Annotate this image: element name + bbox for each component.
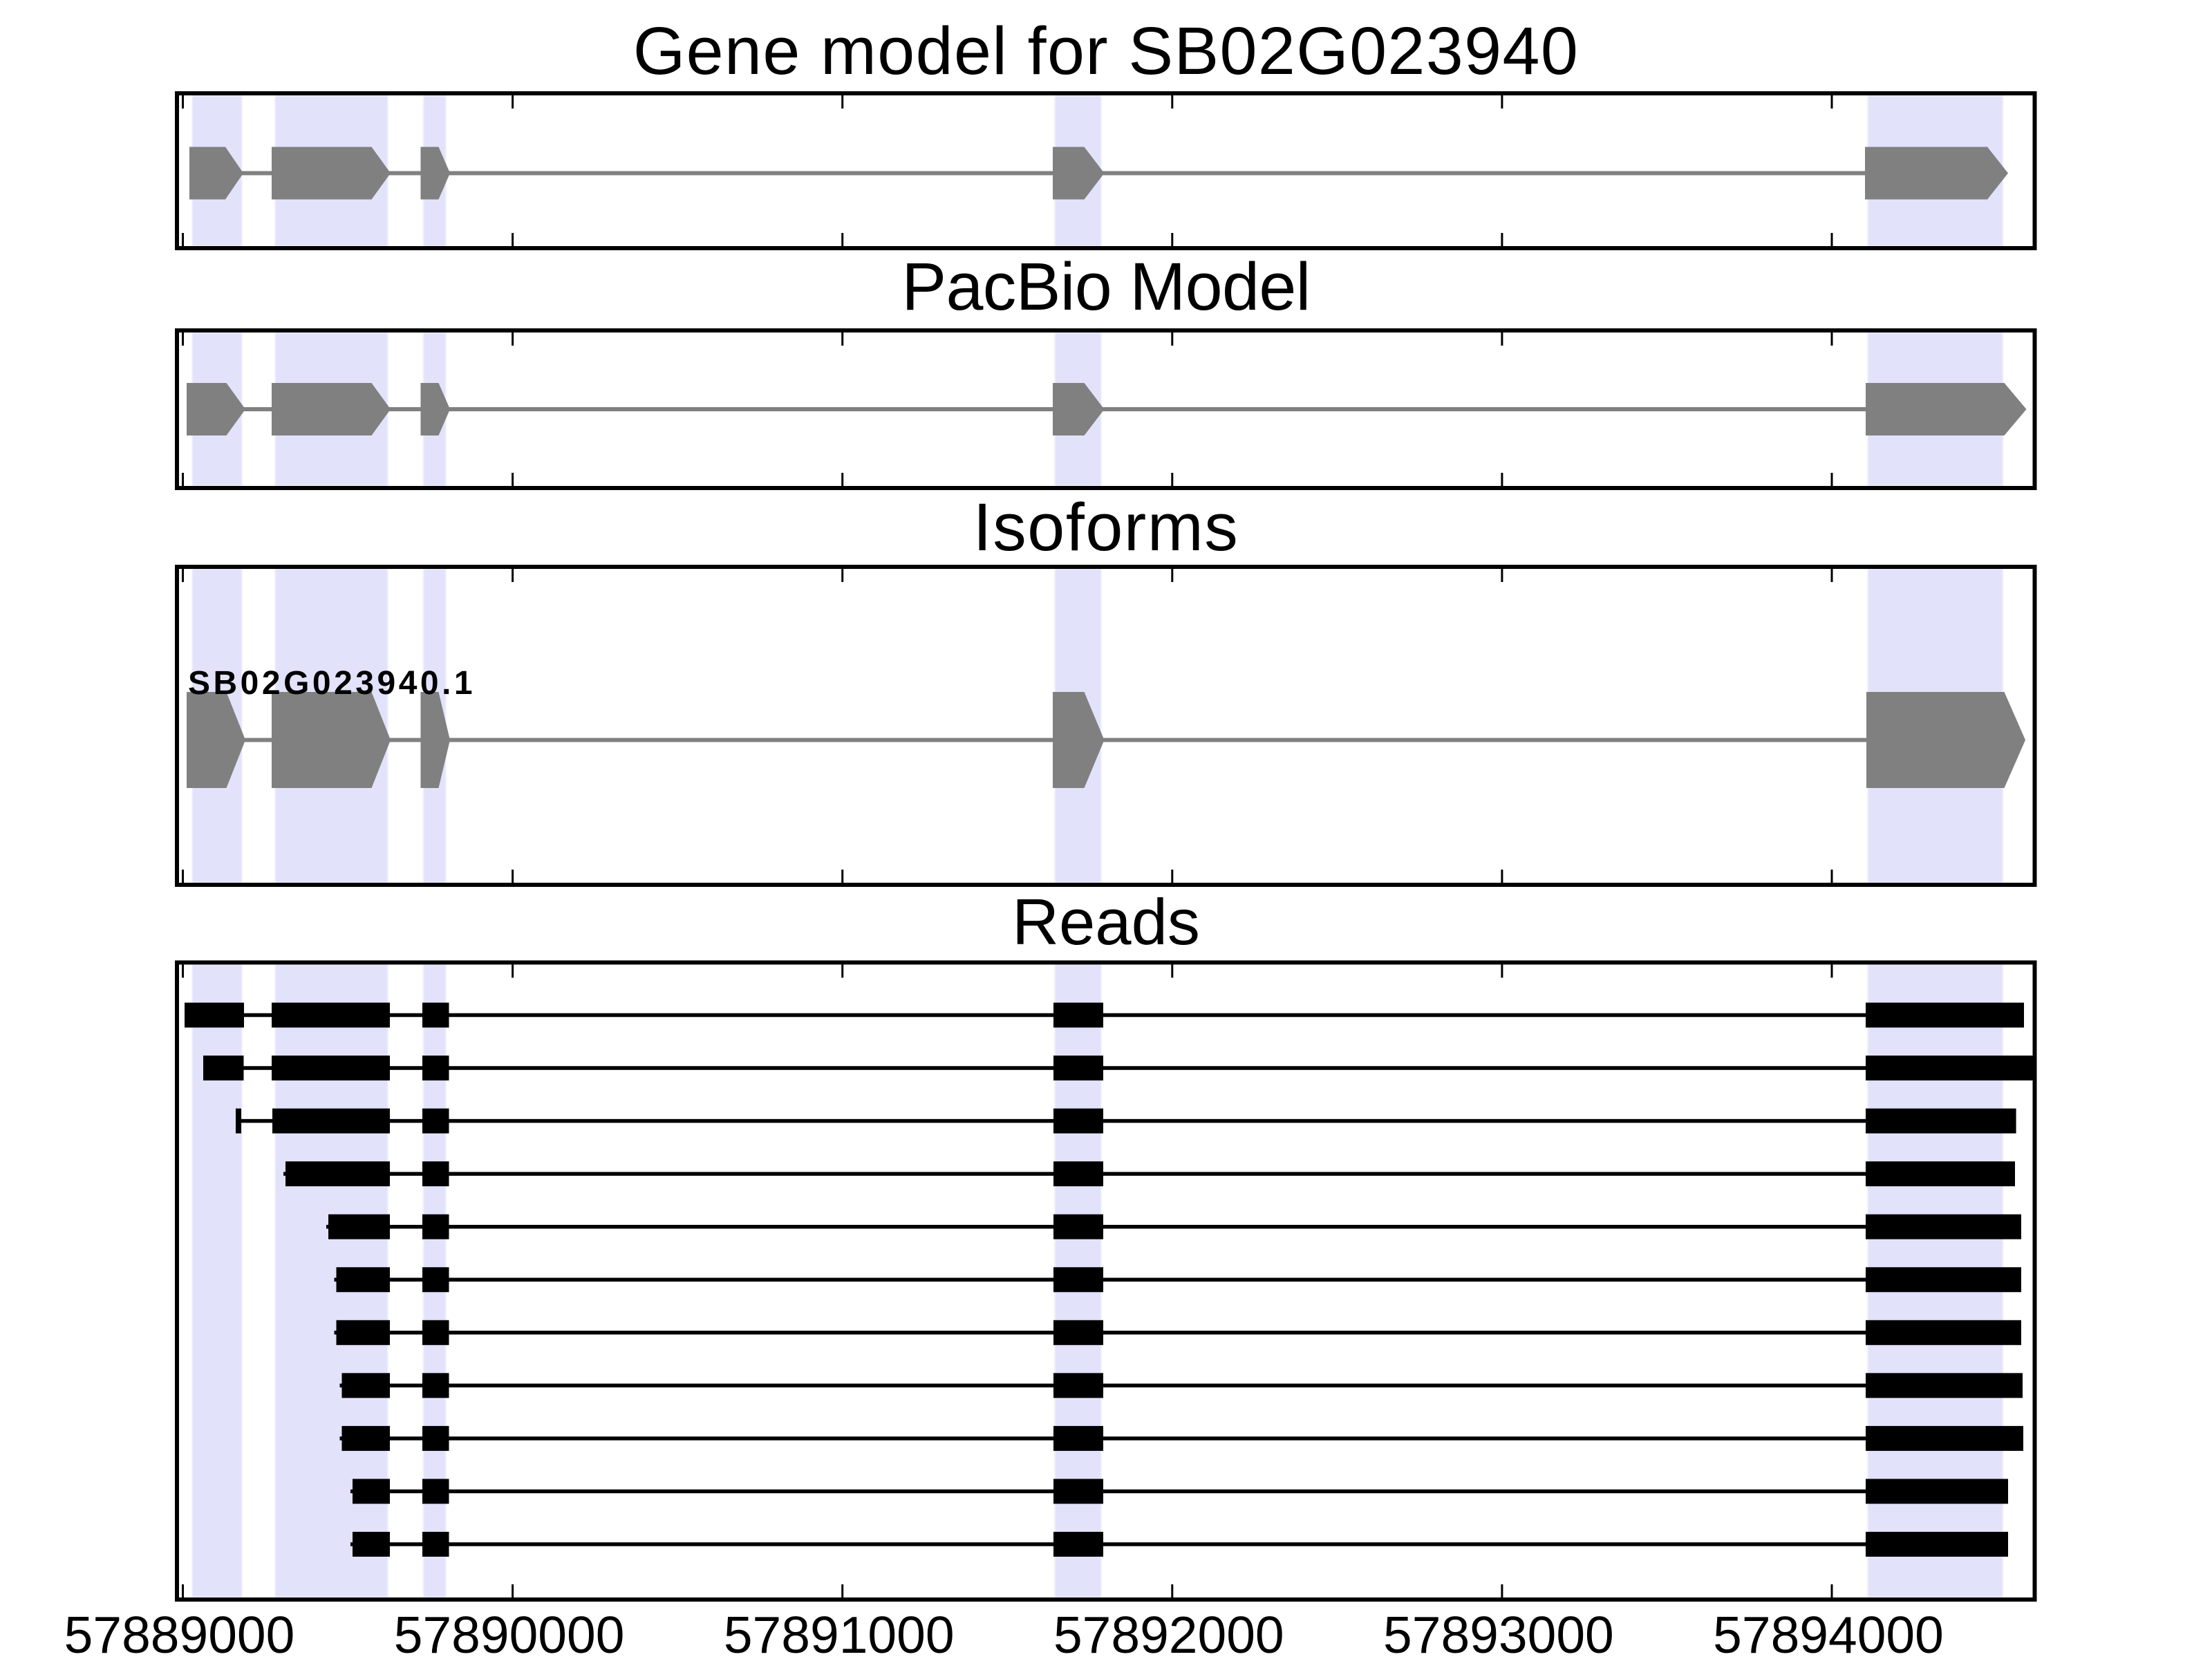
svg-text:57894000: 57894000 (1713, 1606, 1944, 1659)
svg-text:57889000: 57889000 (64, 1606, 295, 1659)
svg-text:Isoforms: Isoforms (973, 489, 1239, 565)
svg-text:Reads: Reads (1012, 885, 1200, 958)
svg-text:SB02G023940.1: SB02G023940.1 (188, 665, 476, 702)
svg-text:57893000: 57893000 (1383, 1606, 1614, 1659)
svg-text:Gene model for SB02G023940: Gene model for SB02G023940 (633, 13, 1579, 88)
svg-text:PacBio Model: PacBio Model (901, 249, 1310, 324)
svg-text:57891000: 57891000 (724, 1606, 955, 1659)
svg-text:57892000: 57892000 (1053, 1606, 1284, 1659)
svg-text:57890000: 57890000 (394, 1606, 625, 1659)
